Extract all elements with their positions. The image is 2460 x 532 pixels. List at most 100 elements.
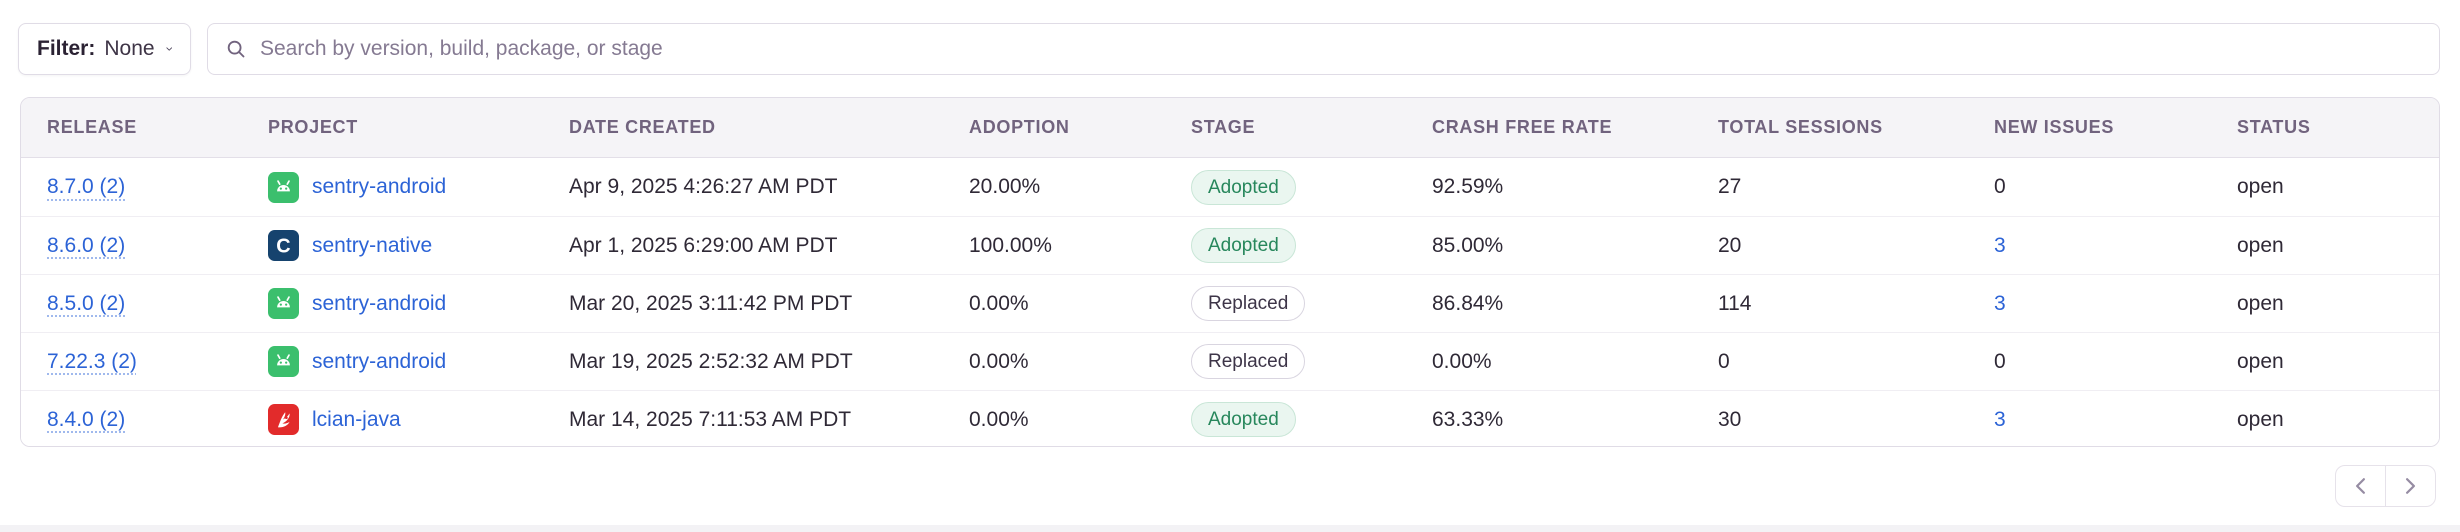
crash-free-rate-cell: 0.00% [1432,349,1492,373]
project-cell: sentry-android [242,288,543,319]
new-issues-link[interactable]: 3 [1994,291,2006,315]
android-icon [268,171,299,203]
android-icon [268,288,299,319]
release-cell: 8.5.0 (2) [21,292,242,316]
column-header-adoption: ADOPTION [969,117,1070,137]
stage-cell: Replaced [1165,286,1406,321]
new-issues-cell: 0 [1968,350,2211,374]
crash-free-rate-cell: 63.33% [1432,407,1504,431]
column-header-new-issues: NEW ISSUES [1994,117,2115,137]
project-link[interactable]: sentry-android [312,175,447,198]
date-created-cell: Mar 20, 2025 3:11:42 PM PDT [569,291,853,315]
column-header-crash-free-rate: CRASH FREE RATE [1432,117,1613,137]
release-link[interactable]: 8.4.0 (2) [47,407,126,431]
status-cell: open [2237,407,2284,431]
new-issues-link[interactable]: 3 [1994,233,2006,257]
table-row[interactable]: 8.6.0 (2) C sentry-native Apr 1, 2025 6:… [21,216,2439,274]
project-cell: sentry-android [242,346,543,377]
adoption-cell: 0.00% [969,407,1029,431]
table-header-row: RELEASE PROJECT DATE CREATED ADOPTION STAGE C… [21,98,2439,158]
column-header-project: PROJECT [268,117,358,137]
date-created-cell: Mar 19, 2025 2:52:32 AM PDT [569,349,853,373]
column-header-date-created: DATE CREATED [569,117,716,137]
total-sessions-cell: 20 [1718,233,1742,257]
stage-badge: Adopted [1191,228,1296,263]
stage-cell: Adopted [1165,169,1406,205]
status-cell: open [2237,349,2284,373]
date-created-cell: Apr 1, 2025 6:29:00 AM PDT [569,233,838,257]
new-issues-value: 0 [1994,349,2006,373]
release-cell: 8.4.0 (2) [21,408,242,432]
stage-badge: Replaced [1191,286,1306,321]
adoption-cell: 100.00% [969,233,1052,257]
release-link[interactable]: 8.5.0 (2) [47,291,126,315]
release-link[interactable]: 8.7.0 (2) [47,175,126,198]
stage-cell: Adopted [1165,402,1406,437]
total-sessions-cell: 114 [1718,291,1752,315]
releases-table: RELEASE PROJECT DATE CREATED ADOPTION STAGE C… [20,97,2440,447]
search-input[interactable] [260,37,2422,61]
project-link[interactable]: sentry-native [312,233,433,257]
release-link[interactable]: 7.22.3 (2) [47,349,137,373]
svg-text:C: C [276,236,290,258]
column-header-release: RELEASE [47,117,137,137]
stage-badge: Adopted [1191,402,1296,437]
page-bottom-edge [0,525,2460,532]
new-issues-cell: 3 [1968,292,2211,316]
filter-button[interactable]: Filter: None [18,23,191,75]
release-cell: 7.22.3 (2) [21,350,242,374]
column-header-stage: STAGE [1191,117,1256,137]
table-row[interactable]: 8.5.0 (2) sentry-android Mar 20, 2025 3:… [21,274,2439,332]
pagination [2335,465,2436,507]
chevron-right-icon [2406,478,2415,494]
total-sessions-cell: 27 [1718,175,1742,198]
stage-cell: Replaced [1165,344,1406,379]
release-cell: 8.6.0 (2) [21,234,242,258]
filter-value: None [104,37,155,60]
java-icon [268,404,299,435]
crash-free-rate-cell: 85.00% [1432,233,1504,257]
crash-free-rate-cell: 86.84% [1432,291,1504,315]
adoption-cell: 20.00% [969,175,1041,198]
next-page-button[interactable] [2385,465,2436,507]
stage-badge: Replaced [1191,344,1306,379]
status-cell: open [2237,233,2284,257]
project-cell: sentry-android [242,171,543,203]
adoption-cell: 0.00% [969,291,1029,315]
project-link[interactable]: sentry-android [312,291,447,315]
new-issues-value: 0 [1994,175,2006,198]
c-icon: C [268,230,299,261]
project-link[interactable]: lcian-java [312,407,401,431]
new-issues-cell: 3 [1968,408,2211,432]
date-created-cell: Apr 9, 2025 4:26:27 AM PDT [569,175,838,198]
release-link[interactable]: 8.6.0 (2) [47,233,126,257]
project-cell: lcian-java [242,404,543,435]
column-header-status: STATUS [2237,117,2311,137]
chevron-down-icon [165,47,172,51]
stage-badge: Adopted [1191,169,1296,205]
column-header-total-sessions: TOTAL SESSIONS [1718,117,1883,137]
release-cell: 8.7.0 (2) [21,175,242,199]
table-row[interactable]: 8.7.0 (2) sentry-android Apr 9, 2025 4:2… [21,158,2439,216]
previous-page-button[interactable] [2335,465,2386,507]
date-created-cell: Mar 14, 2025 7:11:53 AM PDT [569,407,852,431]
filter-label: Filter: [37,37,96,60]
android-icon [268,346,299,377]
project-link[interactable]: sentry-android [312,349,447,373]
search-icon [227,40,245,58]
adoption-cell: 0.00% [969,349,1029,373]
crash-free-rate-cell: 92.59% [1432,175,1504,198]
new-issues-link[interactable]: 3 [1994,407,2006,431]
search-box[interactable] [207,23,2440,75]
total-sessions-cell: 0 [1718,349,1730,373]
total-sessions-cell: 30 [1718,407,1742,431]
status-cell: open [2237,291,2284,315]
table-row[interactable]: 8.4.0 (2) lcian-java Mar 14, 2025 7:11:5… [21,390,2439,446]
stage-cell: Adopted [1165,228,1406,263]
table-row[interactable]: 7.22.3 (2) sentry-android Mar 19, 2025 2… [21,332,2439,390]
chevron-left-icon [2356,478,2365,494]
new-issues-cell: 3 [1968,234,2211,258]
project-cell: C sentry-native [242,230,543,261]
new-issues-cell: 0 [1968,175,2211,199]
status-cell: open [2237,175,2284,198]
